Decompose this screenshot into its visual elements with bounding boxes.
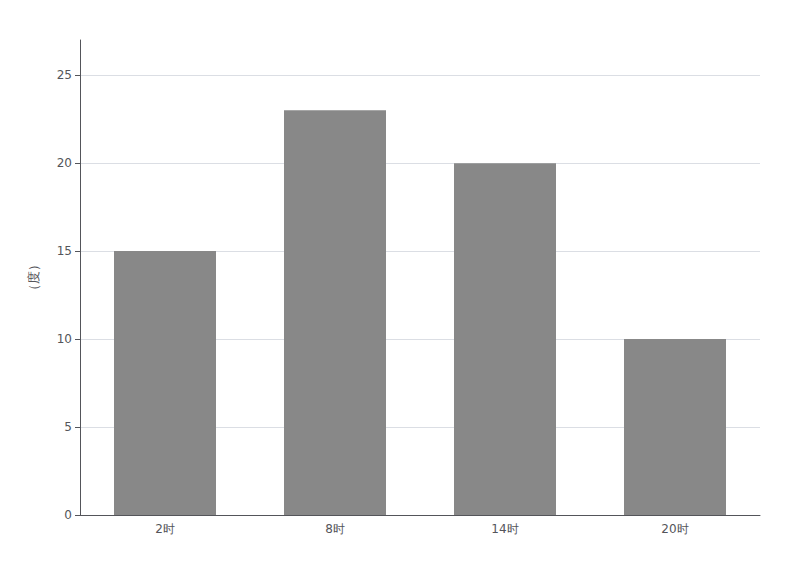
svg-text:20: 20	[57, 156, 72, 170]
svg-text:（度）: （度）	[26, 258, 41, 297]
svg-text:2时: 2时	[155, 522, 175, 536]
svg-text:0: 0	[64, 508, 72, 522]
svg-text:25: 25	[57, 68, 72, 82]
svg-text:20时: 20时	[661, 522, 688, 536]
svg-text:15: 15	[57, 244, 72, 258]
svg-text:5: 5	[64, 420, 72, 434]
svg-text:8时: 8时	[325, 522, 345, 536]
svg-text:10: 10	[57, 332, 72, 346]
svg-text:14时: 14时	[491, 522, 518, 536]
